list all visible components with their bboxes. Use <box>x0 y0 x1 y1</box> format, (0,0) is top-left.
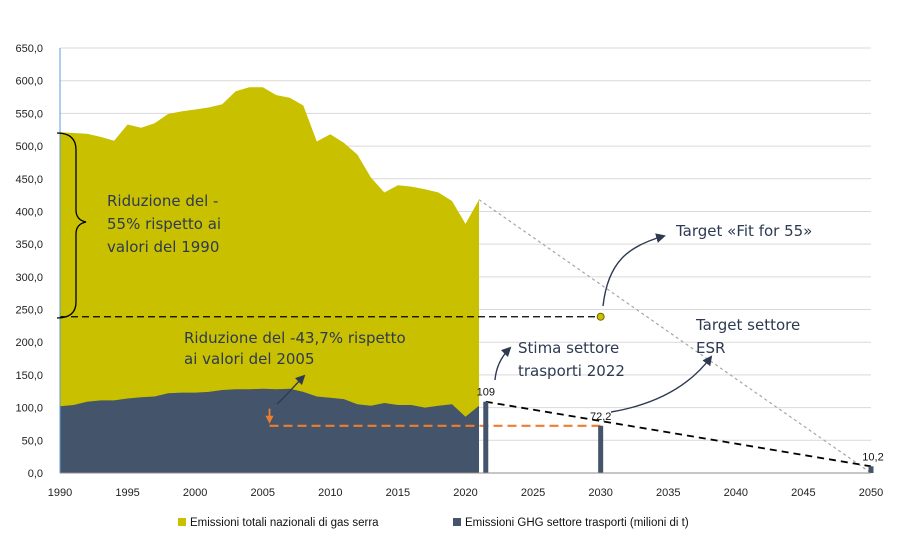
legend: Emissioni totali nazionali di gas serra … <box>178 517 689 529</box>
data-label-2050: 10,2 <box>862 451 883 463</box>
y-tick-label: 600,0 <box>15 76 43 88</box>
y-tick-label: 450,0 <box>15 174 43 186</box>
y-tick-label: 350,0 <box>15 239 43 251</box>
legend-label-total: Emissioni totali nazionali di gas serra <box>190 517 379 529</box>
legend-swatch-transport <box>453 518 461 526</box>
y-tick-label: 50,0 <box>22 435 43 447</box>
y-tick-label: 300,0 <box>15 272 43 284</box>
x-tick-label: 1990 <box>48 487 72 499</box>
area-transport-emissions <box>60 388 480 473</box>
legend-label-transport: Emissioni GHG settore trasporti (milioni… <box>465 517 689 529</box>
arrow-esr <box>610 355 713 413</box>
y-tick-label: 550,0 <box>15 108 43 120</box>
reduction-1990-text: Riduzione del - 55% rispetto ai valori d… <box>107 192 226 256</box>
x-tick-label: 2035 <box>656 487 680 499</box>
bar-2050 <box>868 466 874 473</box>
x-tick-label: 1995 <box>115 487 139 499</box>
target-esr-text: Target settore ESR <box>695 316 805 357</box>
y-tick-label: 200,0 <box>15 337 43 349</box>
reduction-2005-text: Riduzione del -43,7% rispetto ai valori … <box>184 329 410 368</box>
y-tick-label: 400,0 <box>15 206 43 218</box>
bar-2021.5 <box>483 401 489 473</box>
bar-marks <box>483 401 874 473</box>
data-label-2030: 72,2 <box>590 411 611 423</box>
y-tick-label: 150,0 <box>15 370 43 382</box>
trend-line-total <box>478 199 872 474</box>
guide-lines <box>60 199 872 474</box>
data-labels: 109 72,2 10,2 <box>477 387 884 464</box>
x-tick-label: 2010 <box>318 487 342 499</box>
x-tick-label: 2015 <box>386 487 410 499</box>
x-tick-label: 2050 <box>859 487 883 499</box>
estimate-2022-text: Stima settore trasporti 2022 <box>518 339 625 380</box>
legend-swatch-total <box>178 518 186 526</box>
x-tick-label: 2030 <box>588 487 612 499</box>
x-tick-labels: 1990 1995 2000 2005 2010 2015 2020 2025 2030 2035… <box>48 487 883 499</box>
x-tick-label: 2040 <box>724 487 748 499</box>
x-tick-label: 2005 <box>251 487 275 499</box>
area-series <box>60 87 480 473</box>
x-tick-label: 2000 <box>183 487 207 499</box>
y-tick-labels: 0,0 50,0 100,0 150,0 200,0 250,0 300,0 350,0 400… <box>15 43 43 480</box>
y-tick-label: 100,0 <box>15 403 43 415</box>
arrow-2005-reduction <box>276 374 306 405</box>
target-2030-marker <box>596 312 605 321</box>
x-tick-label: 2025 <box>521 487 545 499</box>
reduction-2005-arrow-head <box>265 415 274 424</box>
arrow-estimate-2022 <box>494 346 512 381</box>
target-fit55-text: Target «Fit for 55» <box>675 222 812 240</box>
y-tick-label: 250,0 <box>15 305 43 317</box>
x-tick-label: 2045 <box>791 487 815 499</box>
data-label-2021.5: 109 <box>477 387 495 399</box>
y-tick-label: 650,0 <box>15 43 43 55</box>
reduction-1990-bracket <box>56 132 87 319</box>
arrow-fit55 <box>602 233 666 307</box>
axes <box>59 48 871 474</box>
y-tick-label: 0,0 <box>28 468 43 480</box>
x-tick-label: 2020 <box>453 487 477 499</box>
area-total-emissions <box>60 87 480 473</box>
bar-2030 <box>598 425 604 473</box>
y-tick-label: 500,0 <box>15 141 43 153</box>
trend-line-transport <box>485 400 872 468</box>
